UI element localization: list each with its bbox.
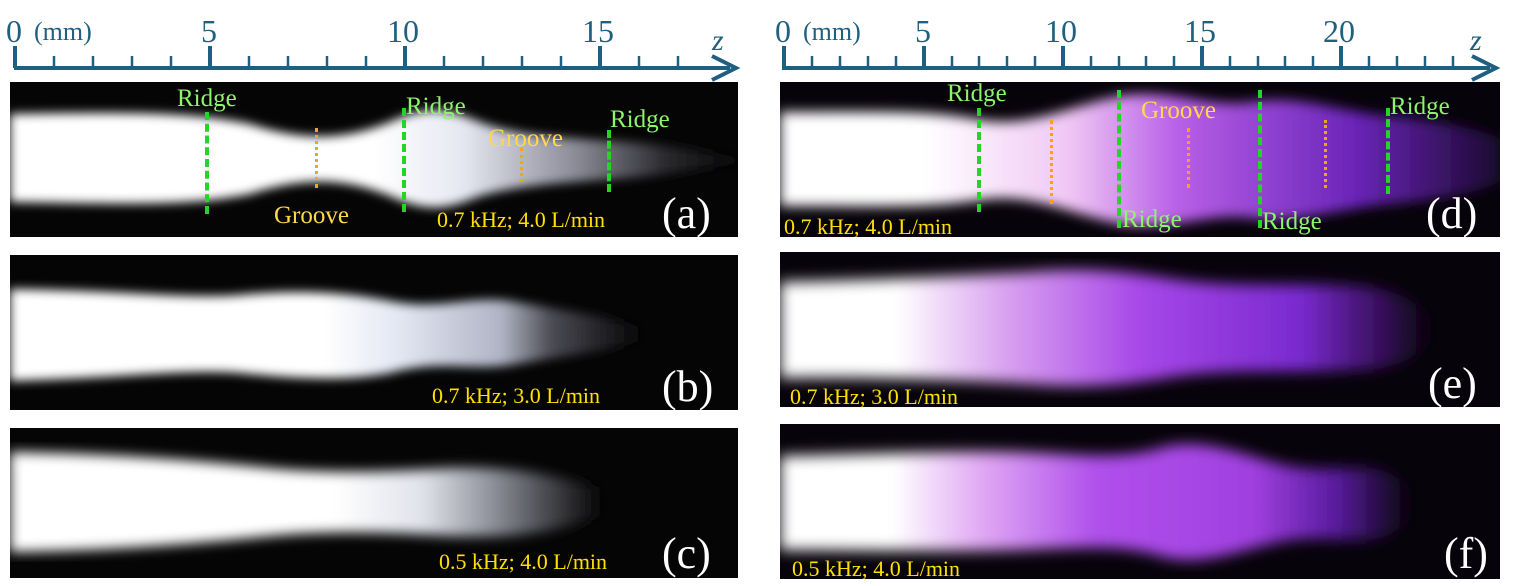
ridge-label: Ridge [177,86,237,111]
panel-letter: (f) [1444,532,1488,576]
ridge-label: Ridge [610,107,670,132]
left-tick-label: 5 [201,13,217,49]
groove-marker [1050,120,1053,204]
plasma-jet-image [10,255,738,410]
panel-letter: (d) [1426,192,1477,236]
ridge-marker [1117,90,1121,228]
panel-e: 0.7 kHz; 3.0 L/min (e) [780,252,1500,407]
groove-marker [520,148,523,182]
ridge-label: Ridge [947,82,1007,106]
panel-b: 0.7 kHz; 3.0 L/min (b) [10,255,738,410]
panel-a: Ridge Ridge Groove Ridge Groove 0.7 kHz;… [10,82,738,237]
ridge-label: Ridge [1122,207,1182,232]
right-tick-label: 5 [915,13,931,49]
left-tick-label: 0 [6,13,22,49]
panel-letter: (c) [662,532,711,576]
groove-label: Groove [1141,98,1216,123]
right-axis-variable: z [1469,24,1482,57]
ridge-marker [607,130,611,192]
left-tick-label: 10 [387,13,419,49]
left-tick-label: 15 [582,13,614,49]
panel-letter: (a) [662,192,711,236]
left-axis-variable: z [711,24,724,57]
condition-label: 0.7 kHz; 3.0 L/min [432,385,600,407]
ridge-label: Ridge [1262,209,1322,234]
panel-letter: (b) [662,365,713,409]
groove-label: Groove [274,203,349,228]
condition-label: 0.7 kHz; 4.0 L/min [784,216,952,237]
ridge-marker [205,112,209,214]
axes-layer: 0 (mm) 5 10 15 z 0 (mm) 5 10 15 20 z [0,0,1513,80]
ridge-label: Ridge [406,94,466,119]
ridge-marker [1386,108,1390,194]
condition-label: 0.7 kHz; 4.0 L/min [437,209,605,231]
left-unit-label: (mm) [34,17,92,46]
right-tick-label: 10 [1045,13,1077,49]
groove-marker [315,128,318,188]
right-tick-label: 15 [1184,13,1216,49]
condition-label: 0.5 kHz; 4.0 L/min [792,558,960,579]
ridge-label: Ridge [1390,94,1450,119]
groove-marker [1187,128,1190,188]
right-tick-label: 0 [775,13,791,49]
ridge-marker [977,108,981,212]
condition-label: 0.5 kHz; 4.0 L/min [439,551,607,573]
groove-label: Groove [488,126,563,151]
groove-marker [1324,120,1327,188]
right-unit-label: (mm) [803,17,861,46]
right-tick-label: 20 [1323,13,1355,49]
panel-letter: (e) [1428,362,1477,406]
right-z-axis [782,46,1496,80]
panel-c: 0.5 kHz; 4.0 L/min (c) [10,428,738,578]
left-z-axis [14,46,736,80]
condition-label: 0.7 kHz; 3.0 L/min [790,386,958,407]
ridge-marker [402,108,406,212]
plasma-jet-image [10,428,738,578]
panel-f: 0.5 kHz; 4.0 L/min (f) [780,424,1500,579]
panel-d: Ridge Groove Ridge Ridge Ridge 0.7 kHz; … [780,82,1500,237]
